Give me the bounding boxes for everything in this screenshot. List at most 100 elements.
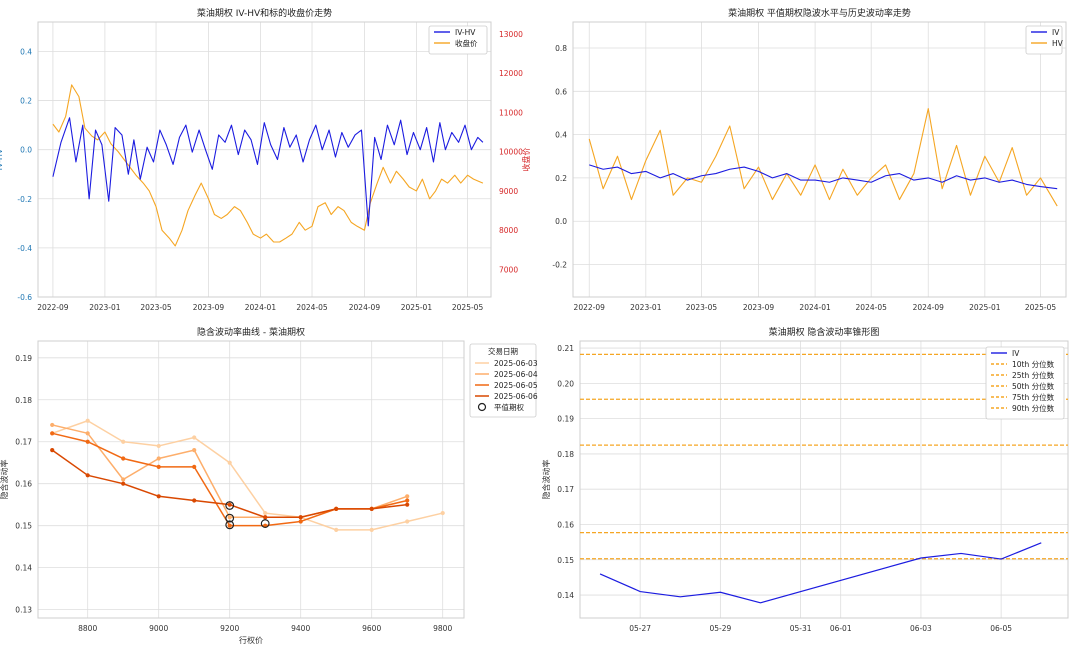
plot-frame bbox=[572, 21, 1067, 298]
chart-title: 菜油期权 平值期权隐波水平与历史波动率走势 bbox=[728, 7, 911, 19]
data-point bbox=[156, 494, 161, 499]
x-tick-label: 9600 bbox=[362, 624, 381, 633]
x-tick-label: 2024-05 bbox=[856, 303, 888, 312]
x-tick-label: 9200 bbox=[220, 624, 239, 633]
x-tick-label: 9400 bbox=[291, 624, 310, 633]
series-line-IV-HV bbox=[52, 117, 484, 227]
data-point bbox=[85, 473, 90, 478]
y-tick-label: 0.17 bbox=[557, 485, 574, 494]
y-tick-label: 0.18 bbox=[557, 450, 574, 459]
data-point bbox=[440, 510, 445, 516]
x-tick-label: 2025-05 bbox=[1025, 303, 1057, 312]
series-line-HV bbox=[588, 108, 1058, 207]
x-tick-label: 9800 bbox=[433, 624, 452, 633]
data-point bbox=[121, 456, 126, 461]
atm-marker bbox=[225, 501, 235, 510]
chart-panel-1: 2022-09 2023-01 2023-05 2023-09 2024-01 2024-… bbox=[0, 7, 531, 312]
data-point bbox=[156, 443, 161, 449]
data-point bbox=[85, 418, 90, 423]
y-tick-label: -0.4 bbox=[17, 244, 32, 253]
legend-box bbox=[985, 346, 1065, 420]
plot-frame bbox=[579, 340, 1069, 619]
y2-axis-label: 收盘价 bbox=[521, 148, 531, 172]
data-point bbox=[50, 422, 55, 428]
y-tick-label: 0.14 bbox=[557, 591, 574, 600]
data-point bbox=[192, 464, 197, 470]
x-tick-label: 2025-05 bbox=[452, 303, 484, 312]
data-point bbox=[227, 502, 232, 507]
chart-panel-4: 05-27 05-29 05-31 06-01 06-03 06-05 0.21 0.20 0.… bbox=[541, 326, 1069, 633]
data-point bbox=[227, 523, 232, 528]
x-tick-label: 2023-09 bbox=[743, 303, 775, 312]
y-tick-label: 0.4 bbox=[20, 47, 32, 56]
legend-title: 交易日期 bbox=[488, 346, 518, 356]
x-tick-label: 06-05 bbox=[990, 624, 1012, 633]
y-tick-label: 0.19 bbox=[557, 415, 574, 424]
x-tick-label: 2024-05 bbox=[296, 303, 328, 312]
legend-box bbox=[1025, 25, 1063, 55]
y-tick-label: 0.13 bbox=[15, 606, 32, 615]
chart-title: 菜油期权 隐含波动率锥形图 bbox=[769, 326, 880, 338]
legend-label: 50th 分位数 bbox=[1012, 381, 1055, 391]
data-point bbox=[192, 498, 197, 503]
chart-panel-3: 8800 9000 9200 9400 9600 9800 0.19 0.18 0.17 0.16… bbox=[0, 326, 538, 645]
y-tick-label: 0.6 bbox=[555, 87, 567, 96]
y2-tick-label: 7000 bbox=[499, 266, 518, 275]
atm-marker bbox=[225, 520, 235, 530]
y2-tick-label: 11000 bbox=[499, 108, 523, 117]
series-line-收盘价 bbox=[52, 84, 484, 247]
legend-label: HV bbox=[1052, 39, 1064, 48]
series-line-IV bbox=[589, 164, 1058, 190]
x-tick-label: 2024-09 bbox=[913, 303, 945, 312]
x-tick-label: 2025-01 bbox=[969, 303, 1001, 312]
data-point bbox=[405, 494, 410, 499]
legend-label: IV bbox=[1012, 349, 1020, 358]
x-tick-label: 2024-01 bbox=[799, 303, 831, 312]
data-point bbox=[156, 464, 161, 470]
chart-title: 隐含波动率曲线 - 菜油期权 bbox=[197, 326, 305, 338]
y-tick-label: 0.0 bbox=[555, 217, 567, 226]
series-line-IV bbox=[599, 542, 1042, 604]
x-tick-label: 2023-05 bbox=[140, 303, 172, 312]
x-tick-label: 2023-01 bbox=[89, 303, 121, 312]
chart-title: 菜油期权 IV-HV和标的收盘价走势 bbox=[197, 7, 332, 19]
y-tick-label: 0.2 bbox=[20, 97, 32, 106]
x-tick-label: 8800 bbox=[78, 624, 97, 633]
y-axis-label: 隐含波动率 bbox=[0, 460, 9, 500]
series-line-2025-06-03 bbox=[51, 419, 443, 531]
x-tick-label: 05-29 bbox=[709, 624, 731, 633]
x-tick-label: 2024-01 bbox=[245, 303, 277, 312]
legend-label: 10th 分位数 bbox=[1012, 359, 1055, 369]
y-tick-label: 0.15 bbox=[557, 556, 574, 565]
data-point bbox=[405, 502, 410, 507]
y-tick-label: 0.14 bbox=[15, 564, 32, 573]
legend-marker-atm bbox=[477, 402, 487, 412]
data-point bbox=[227, 460, 232, 465]
legend-label: IV-HV bbox=[455, 28, 476, 37]
plot-frame bbox=[37, 340, 465, 619]
data-point bbox=[156, 456, 161, 461]
x-tick-label: 05-31 bbox=[790, 624, 812, 633]
data-point bbox=[405, 498, 410, 503]
y-tick-label: 0.4 bbox=[555, 131, 567, 140]
x-tick-label: 2022-09 bbox=[574, 303, 606, 312]
x-axis-label: 行权价 bbox=[239, 635, 263, 645]
y-tick-label: 0.19 bbox=[15, 354, 32, 363]
x-tick-label: 2024-09 bbox=[349, 303, 381, 312]
data-point bbox=[369, 506, 374, 511]
data-point bbox=[263, 510, 268, 516]
data-point bbox=[121, 477, 126, 482]
x-tick-label: 06-03 bbox=[910, 624, 932, 633]
data-point bbox=[121, 481, 126, 486]
data-point bbox=[298, 519, 303, 524]
legend-label: 75th 分位数 bbox=[1012, 392, 1055, 402]
legend-label: 收盘价 bbox=[455, 38, 478, 48]
y-axis-label: IV-HV bbox=[0, 148, 4, 170]
y-tick-label: 0.8 bbox=[555, 44, 567, 53]
x-tick-label: 2023-09 bbox=[193, 303, 225, 312]
data-point bbox=[121, 439, 126, 444]
chart-panel-2: 2022-09 2023-01 2023-05 2023-09 2024-01 2024-… bbox=[552, 7, 1067, 312]
y2-tick-label: 13000 bbox=[499, 30, 523, 39]
y-tick-label: 0.15 bbox=[15, 522, 32, 531]
